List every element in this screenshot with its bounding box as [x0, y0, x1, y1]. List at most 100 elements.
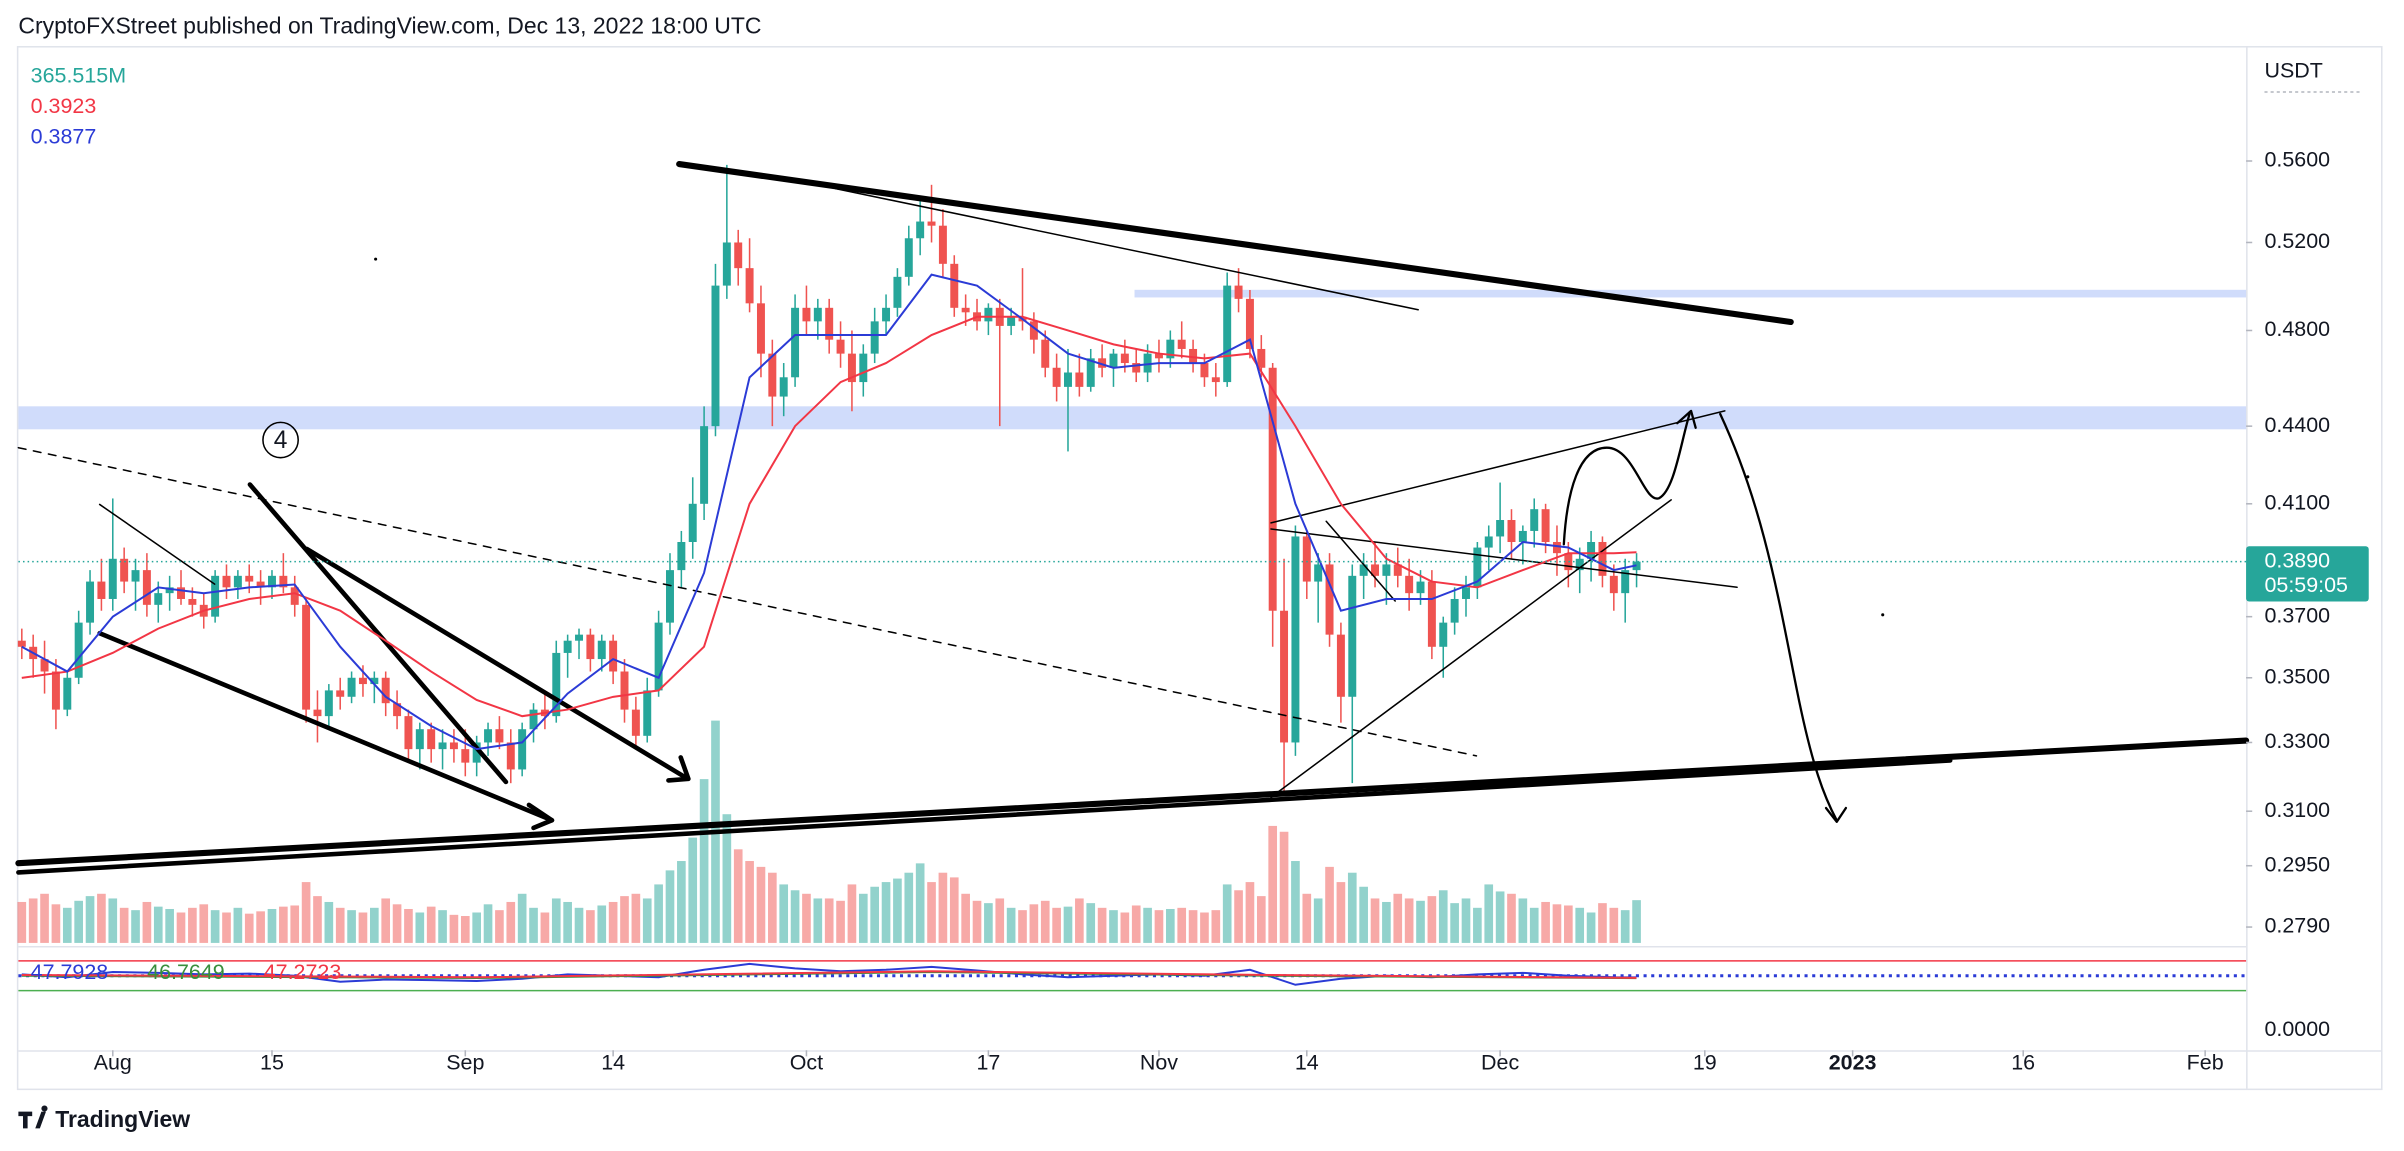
candle-body [1348, 575, 1357, 697]
pane-legend-value: 46.7649 [147, 960, 225, 984]
projection-path [1719, 412, 1838, 822]
channel-line [247, 482, 509, 785]
volume-bar [984, 903, 993, 943]
candle-body [1575, 558, 1584, 571]
candle-body [211, 575, 220, 617]
volume-bar [370, 907, 379, 943]
candle-body [1257, 348, 1266, 368]
volume-bar [631, 893, 641, 943]
candle-body [188, 598, 197, 605]
candle-body [825, 307, 834, 340]
volume-bar [574, 907, 584, 943]
wave-label: 4 [274, 427, 288, 454]
volume-bar [415, 912, 425, 943]
support-line [15, 737, 2250, 867]
candle-body [222, 575, 231, 588]
volume-bar [938, 872, 948, 943]
volume-bar [654, 884, 663, 943]
candle-body [449, 742, 458, 750]
candle-body [563, 640, 572, 653]
candle-body [882, 307, 891, 322]
wave-circle [262, 421, 299, 459]
volume-bar [1211, 910, 1221, 943]
candle-body [1245, 298, 1254, 349]
volume-bar [1575, 907, 1585, 943]
volume-bar [790, 890, 800, 943]
volume-bar [472, 912, 481, 943]
candle-body [711, 285, 720, 427]
candle-body [813, 307, 822, 322]
volume-bar [904, 872, 914, 943]
candle-body [256, 581, 265, 588]
candle-body [1098, 358, 1107, 368]
volume-bar [1040, 900, 1050, 943]
volume-bar [1029, 904, 1039, 943]
candle-body [1587, 541, 1596, 559]
candle-body [1132, 363, 1141, 373]
volume-bar [1461, 898, 1471, 943]
pane-legend-value: 47.7928 [31, 960, 109, 984]
x-tick-label: Feb [2187, 1051, 2224, 1075]
volume-bar [119, 907, 129, 943]
volume-bar [597, 905, 607, 943]
candle-body [1609, 575, 1618, 594]
y-tick-label: 0.4800 [2264, 317, 2330, 341]
candle-body [552, 652, 561, 717]
candle-body [324, 690, 333, 717]
x-tick-label: 14 [601, 1051, 625, 1075]
volume-bar [1484, 884, 1494, 943]
volume-bar [1404, 898, 1414, 943]
volume-bar [1154, 910, 1164, 943]
x-tick-label: 16 [2011, 1051, 2035, 1075]
candle-body [495, 729, 504, 743]
candle-body [791, 307, 800, 378]
volume-bar [1552, 904, 1562, 943]
x-tick-label: Oct [790, 1051, 823, 1075]
volume-bar [1564, 905, 1573, 943]
candle-body [381, 677, 390, 704]
y-tick-label: 0.4100 [2264, 490, 2330, 514]
candle-body [302, 604, 311, 710]
candle-body [51, 671, 60, 710]
candle-body [1564, 553, 1573, 571]
volume-bar [1393, 893, 1403, 943]
x-tick-label: Dec [1481, 1051, 1519, 1075]
candle-body [1382, 564, 1391, 576]
volume-bar [426, 906, 436, 943]
last-price-label: 0.3890 [2264, 548, 2330, 572]
volume-bar [131, 910, 140, 943]
x-tick-label: Nov [1140, 1051, 1178, 1075]
candle-body [1336, 634, 1345, 697]
volume-bar [1200, 912, 1209, 943]
volume-bar [404, 908, 413, 943]
volume-bar [1416, 900, 1425, 943]
volume-bar [506, 901, 516, 943]
candle-body [631, 709, 640, 736]
candle-body [904, 238, 913, 277]
volume-bar [642, 898, 652, 943]
volume-bar [1450, 903, 1459, 943]
volume-bar [870, 886, 879, 943]
candle-body [950, 263, 959, 308]
candle-body [768, 353, 777, 397]
candle-body [1223, 285, 1232, 383]
candle-body [734, 242, 743, 269]
volume-bar [1063, 906, 1073, 943]
legend-value: 0.3923 [31, 94, 97, 118]
support-line [16, 758, 1953, 875]
volume-bar [74, 900, 83, 943]
candle-body [1439, 622, 1448, 647]
volume-bar [802, 893, 811, 943]
volume-bar [517, 893, 527, 943]
logo-text: TradingView [55, 1106, 190, 1132]
candle-body [1109, 353, 1118, 368]
candle-body [666, 570, 674, 623]
candle-body [1154, 353, 1163, 359]
candle-body [1325, 564, 1334, 635]
candle-body [1393, 564, 1402, 576]
candle-body [347, 677, 356, 697]
candle-body [1189, 348, 1198, 364]
candle-body [1427, 581, 1436, 647]
volume-bar [1370, 898, 1380, 943]
candle-body [165, 587, 174, 594]
